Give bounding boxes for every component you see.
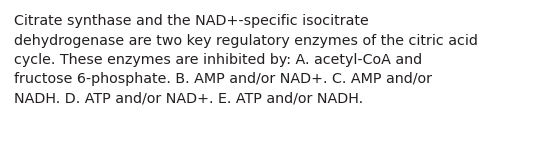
Text: Citrate synthase and the NAD+-specific isocitrate
dehydrogenase are two key regu: Citrate synthase and the NAD+-specific i… (14, 14, 478, 106)
